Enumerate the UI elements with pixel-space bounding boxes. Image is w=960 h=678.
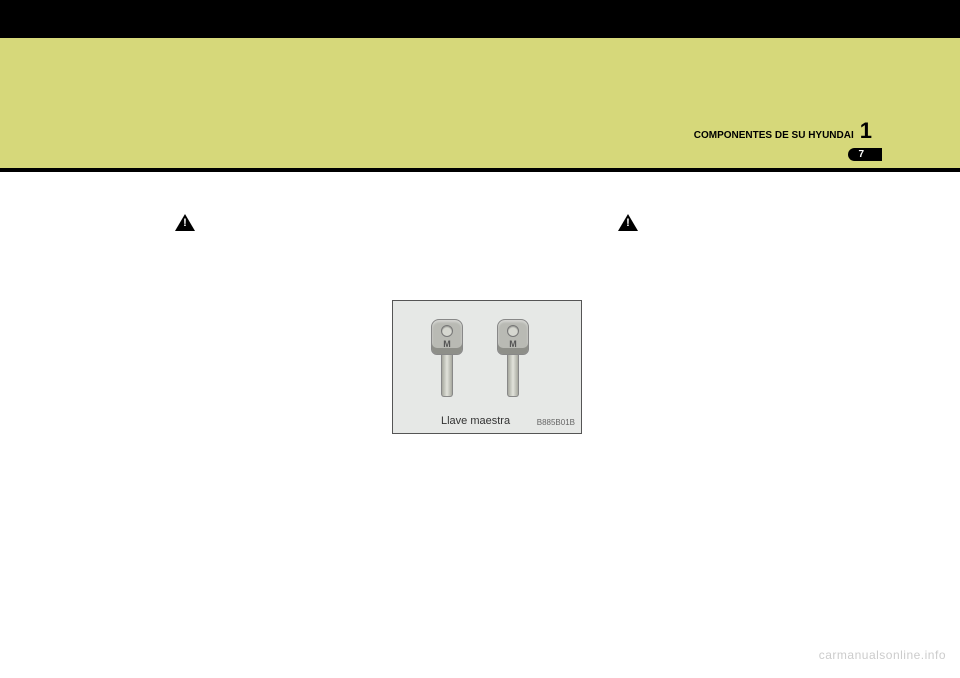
key-left: M bbox=[431, 319, 463, 397]
top-black-strip bbox=[0, 0, 960, 38]
key-right: M bbox=[497, 319, 529, 397]
key-letter: M bbox=[443, 339, 451, 349]
page-number-badge: 7 bbox=[848, 148, 882, 161]
key-shaft bbox=[507, 355, 519, 397]
image-caption: Llave maestra bbox=[441, 415, 510, 427]
chapter-number: 1 bbox=[860, 118, 872, 144]
warning-triangle-icon bbox=[175, 214, 195, 231]
green-band: COMPONENTES DE SU HYUNDAI 1 7 bbox=[0, 38, 960, 168]
key-hole-icon bbox=[507, 325, 519, 337]
warning-icon-right bbox=[618, 214, 638, 236]
key-head: M bbox=[431, 319, 463, 355]
key-head: M bbox=[497, 319, 529, 355]
key-illustration: M M Llave maestra B885B01B bbox=[392, 300, 582, 434]
divider-strip bbox=[0, 168, 960, 172]
warning-icon-left bbox=[175, 214, 195, 236]
warning-triangle-icon bbox=[618, 214, 638, 231]
section-label: COMPONENTES DE SU HYUNDAI bbox=[694, 130, 854, 141]
key-letter: M bbox=[509, 339, 517, 349]
key-shaft bbox=[441, 355, 453, 397]
key-hole-icon bbox=[441, 325, 453, 337]
image-code: B885B01B bbox=[537, 418, 575, 427]
watermark-text: carmanualsonline.info bbox=[819, 648, 946, 662]
